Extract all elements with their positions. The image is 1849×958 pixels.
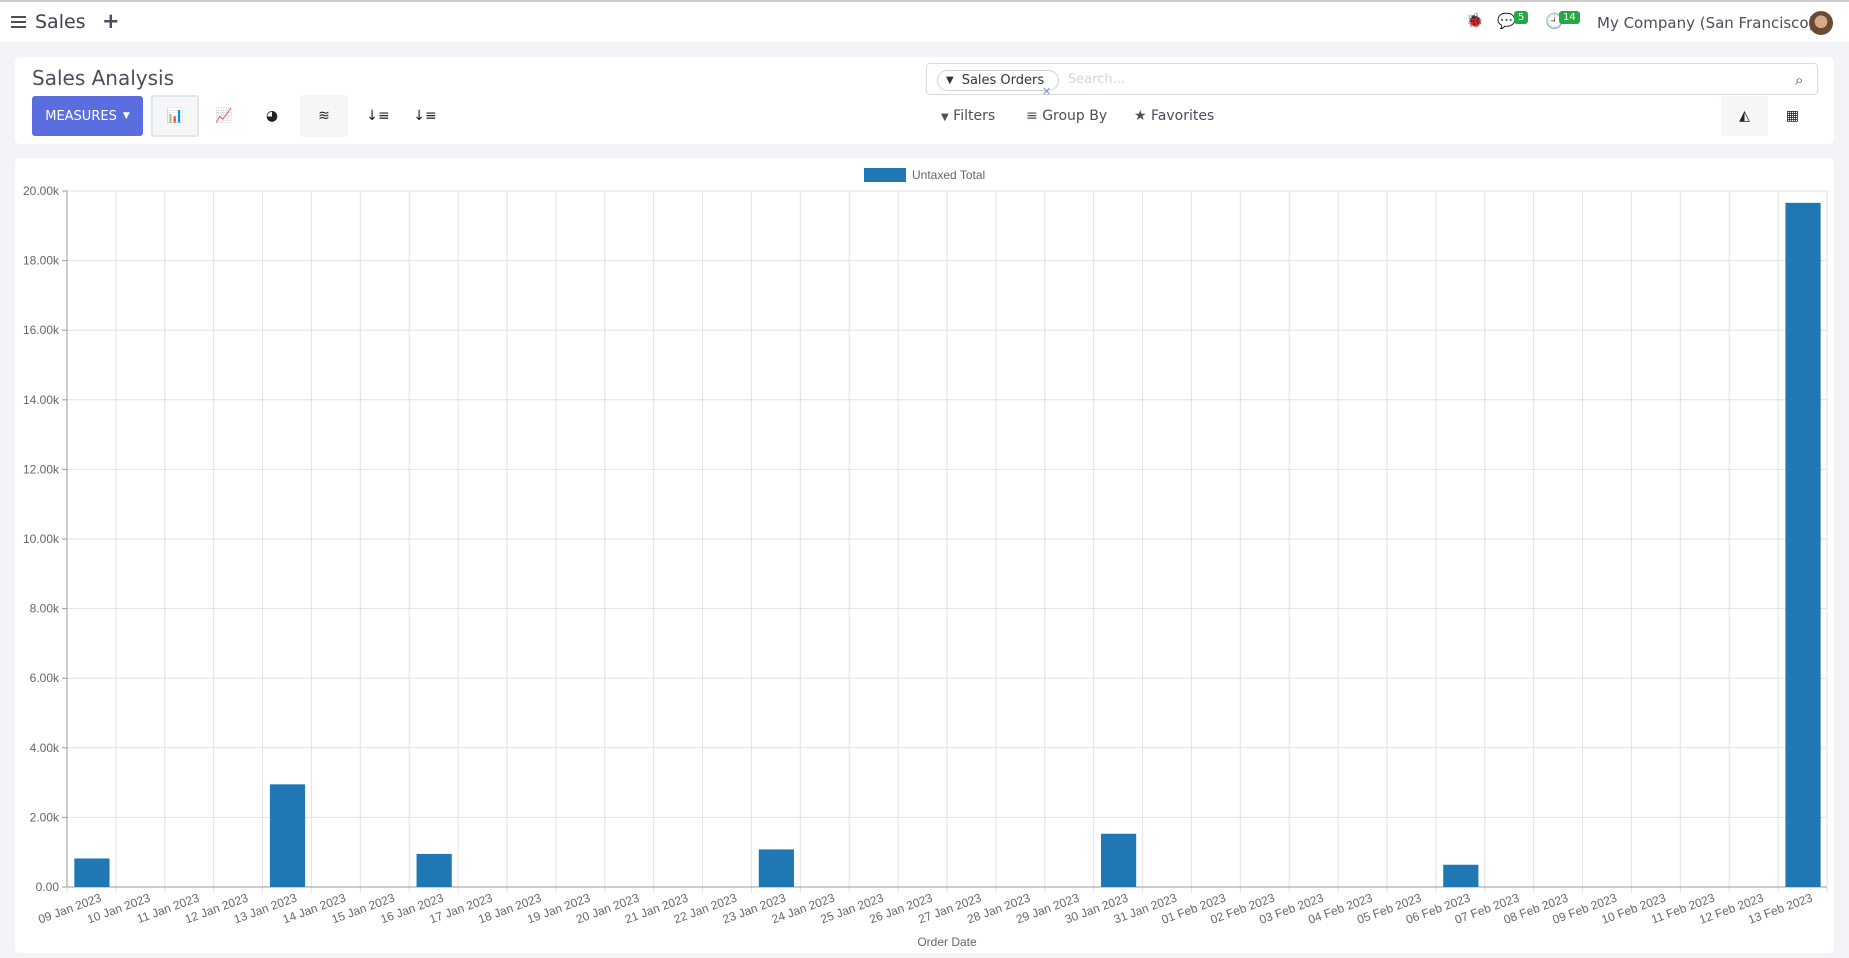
group-by-button[interactable]: ≡ Group By [1026,108,1107,124]
bar [74,858,110,887]
filter-icon: ▼ [941,112,949,123]
y-tick-label: 4.00k [30,741,60,755]
activities-button[interactable]: 🕘 14 [1545,11,1580,30]
y-tick-label: 8.00k [30,602,60,616]
stacked-button[interactable]: ≋ [300,95,348,137]
y-tick-label: 12.00k [23,462,60,476]
bar [416,853,452,887]
messages-badge: 5 [1514,11,1529,24]
pivot-view-button[interactable]: ▦ [1769,96,1816,136]
user-avatar[interactable] [1809,11,1833,35]
x-axis-label: Order Date [917,935,977,949]
search-input[interactable]: Search... [1068,72,1126,87]
search-facet[interactable]: ▼ Sales Orders [937,70,1060,91]
y-tick-label: 16.00k [23,323,60,337]
facet-label: Sales Orders [961,73,1045,88]
chart-card [15,158,1834,953]
menu-icon[interactable] [11,16,26,28]
sort-descending-button[interactable]: ↓≡ [354,95,402,137]
new-button[interactable]: + [102,9,120,33]
company-switcher[interactable]: My Company (San Francisco) [1597,14,1815,32]
filter-icon: ▼ [946,75,954,86]
bar [269,784,306,887]
y-tick-label: 14.00k [23,393,60,407]
y-tick-label: 0.00 [36,880,60,894]
table-icon: ▦ [1785,108,1800,124]
group-by-label: Group By [1042,108,1108,124]
pie-chart-button[interactable]: ◕ [248,95,296,137]
legend-label: Untaxed Total [912,168,985,182]
favorites-button[interactable]: ★ Favorites [1134,108,1214,124]
line-chart-button[interactable]: 📈 [200,95,248,137]
remove-facet-icon[interactable]: ✕ [1042,85,1052,98]
line-chart-icon: 📈 [215,108,233,124]
pie-chart-icon: ◕ [265,108,279,124]
search-bar[interactable] [926,63,1818,95]
bar [1443,864,1479,887]
filters-button[interactable]: ▼ Filters [941,108,995,124]
messages-button[interactable]: 💬 5 [1497,11,1529,30]
measures-label: MEASURES [45,108,117,124]
sort-ascending-button[interactable]: ↓≡ [401,95,449,137]
bar [1101,833,1137,887]
y-tick-label: 20.00k [23,184,60,198]
activities-badge: 14 [1559,11,1580,24]
page-title: Sales Analysis [32,66,174,90]
sort-ascending-icon: ↓≡ [413,108,437,124]
bug-icon[interactable]: 🐞 [1466,13,1484,29]
y-tick-label: 6.00k [30,671,60,685]
bar-chart-button[interactable]: 📊 [151,95,199,137]
layers-icon: ≡ [1026,108,1038,124]
graph-view-button[interactable]: ◭ [1721,96,1768,136]
legend-swatch [864,168,906,182]
bar-chart-icon: 📊 [166,108,184,124]
area-chart-icon: ◭ [1739,108,1750,124]
sort-descending-icon: ↓≡ [366,108,390,124]
bar [1785,202,1821,887]
measures-button[interactable]: MEASURES ▼ [32,96,143,136]
database-icon: ≋ [318,108,330,124]
caret-down-icon: ▼ [122,111,130,121]
y-tick-label: 10.00k [23,532,60,546]
search-icon[interactable]: ⌕ [1795,71,1804,89]
chat-icon: 💬 [1497,12,1516,30]
favorites-label: Favorites [1151,108,1215,124]
y-tick-label: 2.00k [30,810,60,824]
star-icon: ★ [1134,108,1147,124]
top-navbar: Sales + 🐞 💬 5 🕘 14 My Company (San Francis… [0,0,1849,42]
app-title[interactable]: Sales [35,11,86,33]
filters-label: Filters [953,108,996,124]
y-tick-label: 18.00k [23,254,60,268]
bar [758,849,794,887]
